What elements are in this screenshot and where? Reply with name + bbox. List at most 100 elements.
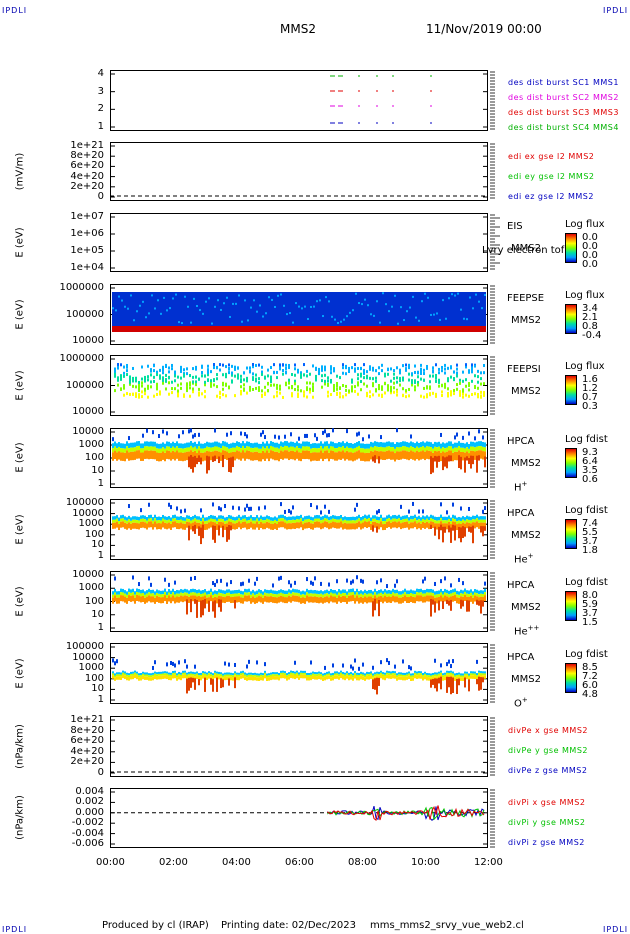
spectrum-cell — [309, 387, 311, 391]
spectrum-cell — [236, 589, 238, 594]
spectrum-cell — [478, 429, 480, 434]
spectrum-cell — [291, 394, 293, 398]
spectrum-noise — [367, 304, 369, 307]
spectrum-cell — [138, 380, 140, 384]
spectrum-cell — [330, 446, 332, 451]
spectrum-cell — [368, 448, 370, 453]
spectrum-cell — [303, 363, 305, 367]
spectrum-cell — [154, 675, 156, 680]
spectrum-noise — [217, 299, 219, 302]
spectrum-cell — [208, 673, 210, 676]
spectrum-cell — [222, 450, 224, 459]
spectrum-cell — [268, 677, 270, 681]
spectrum-noise — [361, 303, 363, 306]
spectrum-cell — [186, 672, 188, 675]
spectrum-cell — [416, 520, 418, 524]
spectrum-cell — [440, 663, 442, 668]
spectrum-cell — [282, 672, 284, 675]
spectrum-cell — [216, 385, 218, 389]
spectrum-noise — [292, 321, 294, 324]
spectrum-cell — [298, 519, 300, 523]
spectrum-cell — [266, 446, 268, 451]
spectrum-cell — [426, 515, 428, 519]
panel-frame — [110, 499, 488, 560]
spectrum-noise — [385, 303, 387, 306]
spectrum-cell — [174, 670, 176, 673]
spectrum-cell — [276, 376, 278, 380]
spectrum-cell — [400, 523, 402, 530]
spectrum-cell — [360, 593, 362, 597]
spectrum-cell — [132, 575, 134, 580]
spectrum-cell — [430, 598, 432, 617]
spectrum-cell — [288, 595, 290, 602]
spectrum-cell — [465, 378, 467, 382]
spectrum-cell — [126, 594, 128, 598]
spectrum-cell — [333, 389, 335, 393]
spectrum-cell — [280, 446, 282, 451]
spectrum-cell — [441, 393, 443, 397]
spectrum-cell — [358, 666, 360, 671]
spectrum-cell — [232, 590, 234, 594]
spectrum-cell — [428, 523, 430, 530]
spectrum-cell — [372, 393, 374, 397]
spectrum-cell — [420, 523, 422, 530]
spectrum-cell — [423, 368, 425, 372]
spectrum-cell — [117, 363, 119, 367]
spectrum-cell — [144, 597, 146, 604]
spectrum-cell — [218, 599, 220, 608]
spectrum-cell — [288, 508, 290, 513]
spectrum-cell — [222, 515, 224, 520]
spectrum-cell — [381, 393, 383, 397]
spectrum-cell — [333, 386, 335, 390]
y-tick-label: 1e+21 — [70, 714, 104, 725]
spectrum-cell — [238, 451, 240, 460]
panel-frame — [110, 142, 488, 201]
spectrum-cell — [222, 383, 224, 387]
spectrum-cell — [150, 675, 152, 678]
spectrum-cell — [352, 595, 354, 602]
spectrum-cell — [436, 674, 438, 677]
spectrum-cell — [306, 577, 308, 582]
spectrum-cell — [258, 388, 260, 392]
spectrum-cell — [434, 526, 436, 536]
spectrum-cell — [120, 676, 122, 680]
spectrum-cell — [204, 520, 206, 524]
spectrum-cell — [190, 675, 192, 679]
spectrum-cell — [216, 441, 218, 447]
spectrum-cell — [480, 516, 482, 520]
spectrum-cell — [122, 670, 124, 673]
spectrum-cell — [310, 452, 312, 462]
spectrum-cell — [128, 515, 130, 520]
spectrum-cell — [294, 382, 296, 386]
spectrum-cell — [344, 596, 346, 603]
spectrum-cell — [328, 594, 330, 598]
spectrum-cell — [298, 515, 300, 520]
spectrum-cell — [246, 595, 248, 602]
spectrum-cell — [264, 523, 266, 530]
spectrum-cell — [156, 674, 158, 677]
overlay-label: Lvry electron tof — [482, 245, 565, 256]
spectrum-cell — [435, 379, 437, 383]
spectrum-cell — [264, 375, 266, 379]
spectrum-cell — [276, 523, 278, 530]
spectrum-cell — [150, 518, 152, 522]
spectrum-cell — [178, 593, 180, 597]
spectrum-cell — [154, 597, 156, 604]
spectrum-cell — [142, 448, 144, 453]
spectrum-cell — [386, 515, 388, 519]
spectrum-cell — [330, 365, 332, 369]
spectrum-cell — [176, 446, 178, 451]
spectrum-cell — [228, 367, 230, 371]
spectrum-cell — [224, 523, 226, 530]
spectrum-cell — [326, 441, 328, 447]
spectrum-cell — [258, 677, 260, 681]
spectrum-cell — [408, 597, 410, 604]
spectrum-cell — [294, 519, 296, 523]
spectrum-cell — [452, 673, 454, 676]
y-tick-label: 100 — [84, 528, 104, 540]
spectrum-cell — [200, 676, 202, 681]
spectrum-cell — [246, 450, 248, 459]
spectrum-cell — [210, 370, 212, 374]
spectrum-cell — [434, 678, 436, 689]
spectrum-cell — [148, 576, 150, 581]
